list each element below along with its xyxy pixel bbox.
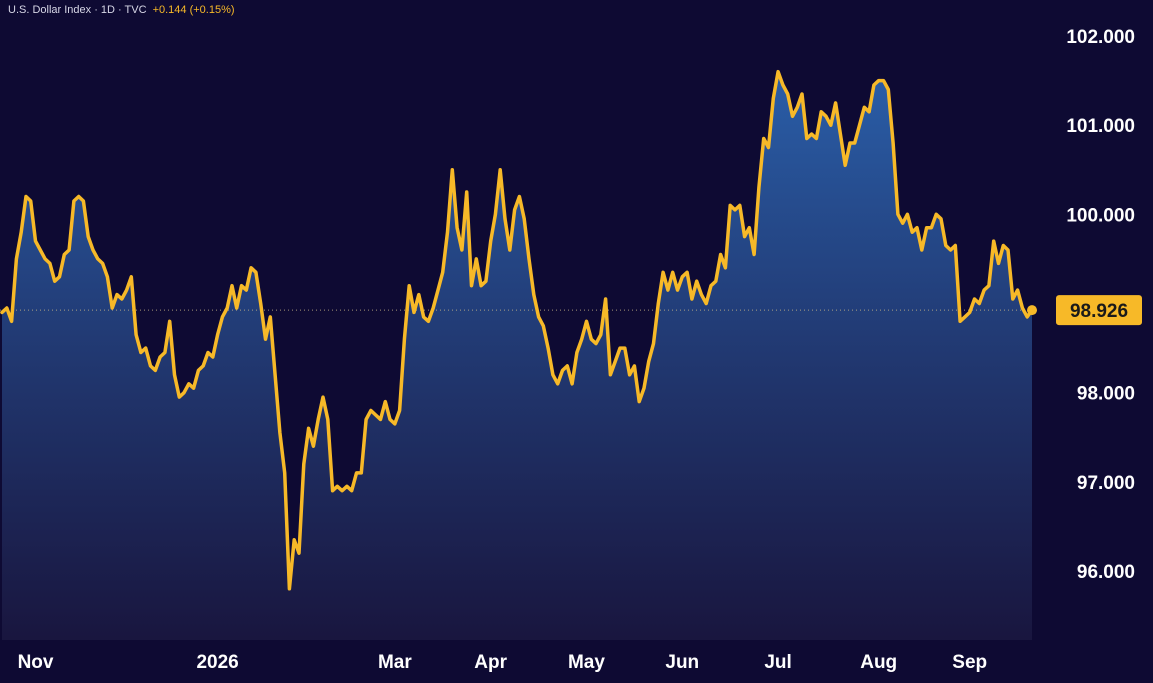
x-tick-label: Mar <box>378 652 412 673</box>
x-axis: Nov 2026 Mar Apr May Jun Jul Aug Sep <box>18 652 988 673</box>
last-point-dot <box>1027 305 1037 316</box>
y-tick-label: 96.000 <box>1077 562 1135 583</box>
y-tick-label: 102.000 <box>1066 27 1135 48</box>
x-tick-label: Sep <box>952 652 987 673</box>
x-tick-label: May <box>568 652 605 673</box>
price-line-path <box>0 69 1034 591</box>
x-tick-label: Apr <box>474 652 507 673</box>
x-tick-label: Aug <box>860 652 897 673</box>
y-tick-label: 101.000 <box>1066 116 1135 137</box>
y-tick-label: 97.000 <box>1077 473 1135 494</box>
price-line <box>0 69 1034 591</box>
symbol-label: U.S. Dollar Index · 1D · TVC <box>8 4 147 16</box>
last-price-marker: 98.926 <box>1027 295 1142 326</box>
chart-header: U.S. Dollar Index · 1D · TVC +0.144 (+0.1… <box>8 4 235 16</box>
x-tick-label: Nov <box>18 652 54 673</box>
change-label: +0.144 (+0.15%) <box>152 4 235 16</box>
x-tick-label: 2026 <box>196 652 238 673</box>
y-tick-label: 98.000 <box>1077 384 1135 405</box>
x-tick-label: Jun <box>665 652 699 673</box>
area-fill <box>2 71 1032 640</box>
x-tick-label: Jul <box>764 652 791 673</box>
y-tick-label: 100.000 <box>1066 205 1135 226</box>
last-price-label: 98.926 <box>1070 301 1128 322</box>
last-price-badge <box>1056 295 1142 326</box>
area-fill-path <box>2 71 1032 640</box>
y-axis: 96.000 97.000 98.000 100.000 101.000 102.000 <box>1066 27 1135 583</box>
